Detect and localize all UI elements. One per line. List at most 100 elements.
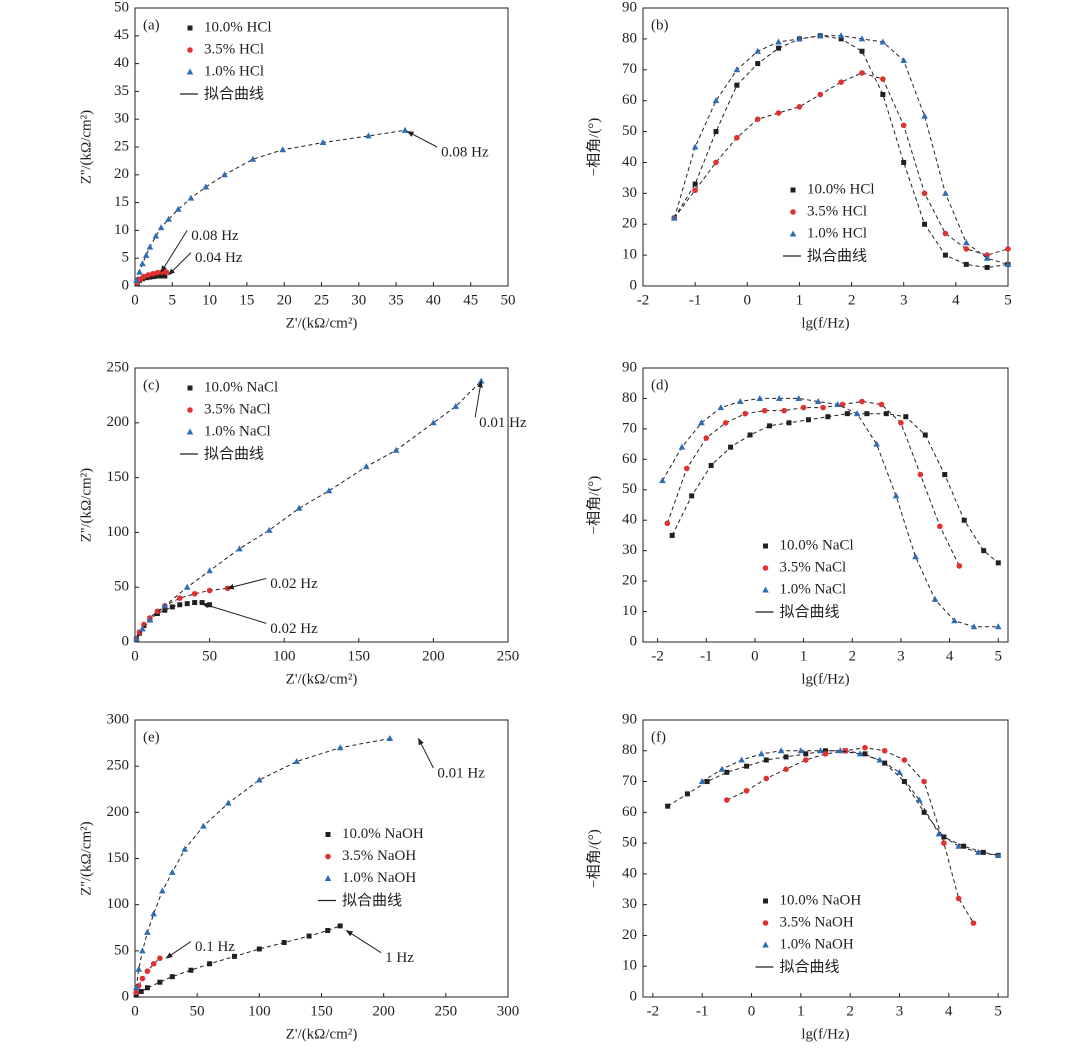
- fit-curve: [136, 587, 228, 639]
- point: [392, 446, 400, 453]
- point: [802, 757, 809, 763]
- x-tick-label: 100: [273, 648, 296, 664]
- point: [152, 232, 160, 239]
- point: [955, 842, 962, 849]
- point: [783, 766, 789, 773]
- fit-curve: [667, 750, 999, 856]
- point: [163, 269, 170, 275]
- y-tick-label: 80: [622, 30, 637, 46]
- point: [691, 143, 699, 150]
- point: [150, 270, 156, 277]
- point: [763, 775, 770, 782]
- plot-frame: [642, 367, 1009, 643]
- point: [825, 414, 831, 420]
- legend-label: 3.5% NaCl: [204, 401, 271, 417]
- point: [678, 443, 686, 450]
- point: [743, 787, 750, 794]
- x-tick-label: 200: [422, 648, 445, 664]
- point: [199, 600, 205, 606]
- x-tick-label: 25: [314, 292, 329, 308]
- legend-label: 3.5% HCl: [204, 41, 264, 57]
- legend-label: 拟合曲线: [807, 247, 867, 265]
- y-tick-label: 40: [622, 865, 637, 881]
- legend-label: 3.5% NaOH: [780, 914, 854, 930]
- x-axis-label: lg(f/Hz): [801, 1026, 849, 1042]
- point: [207, 602, 213, 608]
- y-axis-label: −相角/(°): [585, 829, 602, 888]
- point: [703, 435, 710, 441]
- point: [822, 751, 829, 757]
- point: [796, 104, 803, 110]
- point: [207, 961, 213, 967]
- legend-label: 3.5% NaCl: [780, 559, 847, 575]
- fit-curve: [136, 129, 406, 281]
- point: [935, 830, 943, 837]
- panel-label: (f): [651, 729, 666, 745]
- point: [744, 763, 750, 769]
- legend-label: 10.0% NaCl: [204, 379, 278, 395]
- x-tick-label: 40: [426, 292, 441, 308]
- point: [692, 187, 698, 194]
- x-tick-label: 250: [435, 1003, 458, 1019]
- y-tick-label: 150: [107, 850, 130, 866]
- y-tick-label: 0: [122, 988, 130, 1004]
- x-tick-label: 250: [497, 648, 520, 664]
- point: [177, 602, 183, 608]
- legend-marker: [790, 209, 796, 215]
- point: [862, 744, 868, 751]
- y-tick-label: 10: [622, 247, 637, 263]
- point: [970, 623, 978, 630]
- point: [859, 48, 865, 54]
- x-tick-label: 150: [348, 648, 371, 664]
- point: [684, 465, 690, 472]
- point: [961, 843, 967, 849]
- y-tick-label: 70: [622, 420, 637, 436]
- point: [159, 887, 166, 894]
- annotation-arrow: [226, 577, 267, 590]
- legend-label: 10.0% NaOH: [342, 826, 424, 842]
- plot-frame: [642, 719, 1009, 998]
- point: [139, 947, 146, 954]
- point: [665, 803, 671, 809]
- point: [144, 985, 150, 991]
- y-tick-label: 250: [107, 758, 130, 774]
- annotation: 0.08 Hz: [191, 228, 239, 244]
- point: [133, 276, 140, 283]
- x-tick-label: 35: [389, 292, 404, 308]
- point: [922, 221, 928, 227]
- point: [900, 57, 908, 64]
- y-axis-label: Z''/(kΩ/cm²): [78, 821, 94, 895]
- point: [386, 734, 394, 741]
- point: [783, 754, 789, 760]
- point: [896, 768, 903, 775]
- x-tick-label: -2: [651, 648, 664, 664]
- legend-marker: [187, 407, 193, 413]
- x-tick-label: 300: [497, 1003, 520, 1019]
- point: [713, 129, 719, 135]
- legend-label: 拟合曲线: [204, 85, 264, 103]
- point: [236, 545, 243, 552]
- point: [145, 272, 152, 278]
- y-tick-label: 50: [114, 579, 129, 595]
- point: [776, 45, 782, 51]
- point: [775, 38, 782, 45]
- point: [157, 955, 163, 962]
- y-tick-label: 0: [122, 633, 130, 649]
- legend-marker: [762, 920, 769, 926]
- y-tick-label: 35: [114, 83, 129, 99]
- y-tick-label: 45: [114, 27, 129, 43]
- x-tick-label: 45: [463, 292, 478, 308]
- legend-marker: [186, 428, 194, 435]
- y-tick-label: 200: [107, 804, 130, 820]
- y-tick-label: 100: [107, 524, 130, 540]
- annotation-arrow: [160, 230, 188, 273]
- y-axis-label: −相角/(°): [585, 476, 602, 535]
- point: [151, 274, 157, 280]
- annotation: 0.02 Hz: [270, 576, 318, 592]
- point: [820, 404, 826, 411]
- point: [962, 239, 970, 246]
- y-axis-label: −相角/(°): [585, 118, 602, 177]
- point: [135, 965, 143, 972]
- y-tick-label: 20: [622, 573, 637, 589]
- point: [169, 974, 175, 980]
